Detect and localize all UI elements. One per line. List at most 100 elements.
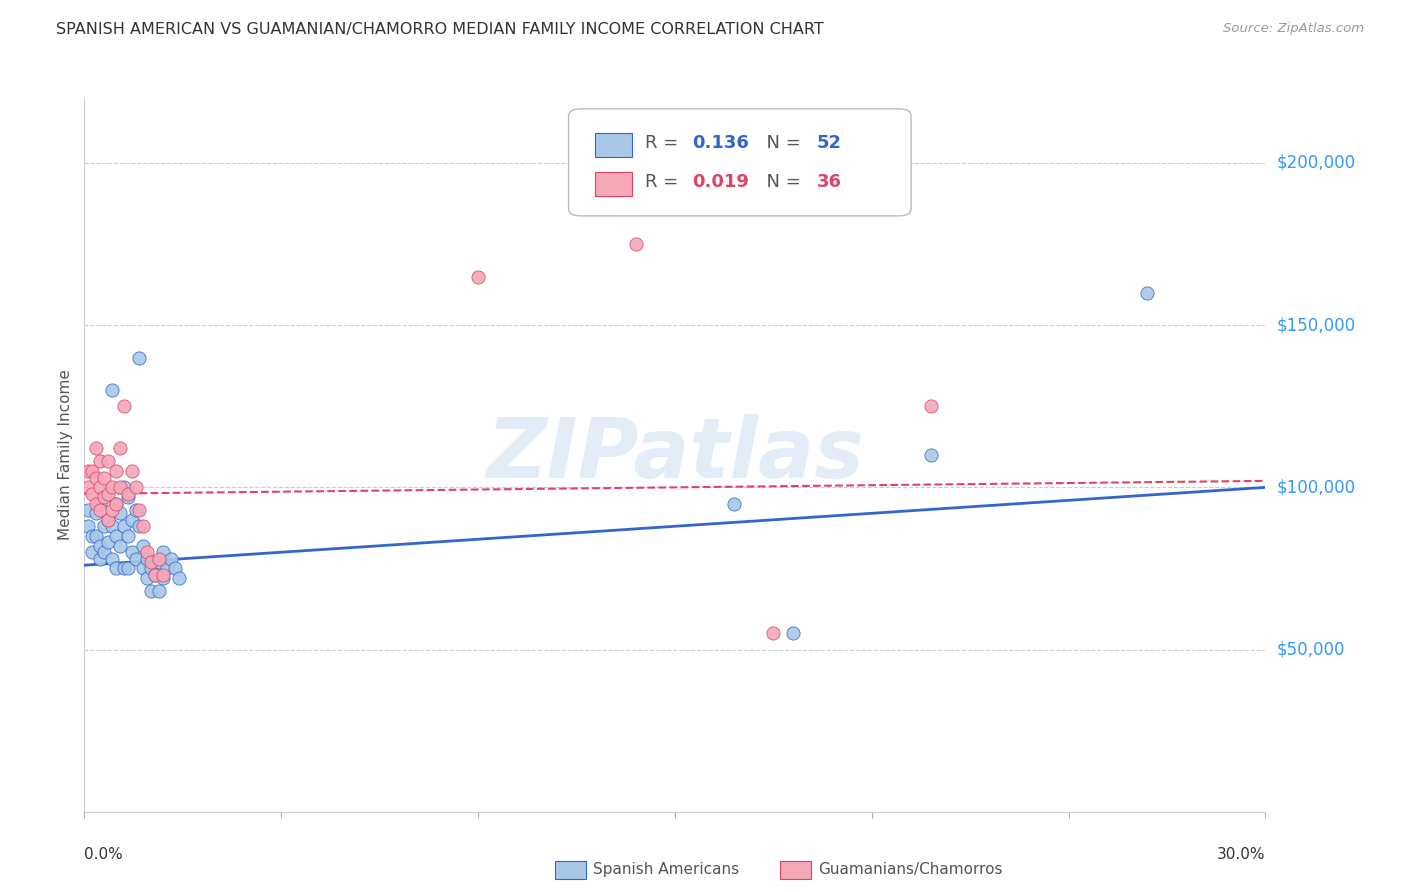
Point	[1136, 285, 1159, 300]
Point	[77, 503, 100, 517]
Point	[136, 545, 159, 559]
Point	[163, 561, 186, 575]
Text: N =: N =	[755, 173, 807, 191]
Point	[167, 571, 190, 585]
Text: 0.019: 0.019	[693, 173, 749, 191]
Point	[93, 490, 115, 504]
Text: ZIPatlas: ZIPatlas	[486, 415, 863, 495]
Text: $100,000: $100,000	[1277, 478, 1355, 496]
Text: 0.136: 0.136	[693, 134, 749, 152]
Point	[108, 442, 131, 456]
Point	[84, 442, 107, 456]
Point	[104, 497, 127, 511]
Text: N =: N =	[755, 134, 807, 152]
FancyBboxPatch shape	[595, 171, 633, 196]
Point	[108, 480, 131, 494]
Point	[77, 464, 100, 478]
Point	[97, 535, 120, 549]
Text: Guamanians/Chamorros: Guamanians/Chamorros	[818, 863, 1002, 877]
Point	[101, 503, 124, 517]
Point	[101, 480, 124, 494]
Point	[117, 529, 139, 543]
Point	[136, 551, 159, 566]
Point	[89, 497, 111, 511]
Point	[108, 539, 131, 553]
Point	[152, 545, 174, 559]
Point	[132, 561, 155, 575]
Point	[156, 561, 179, 575]
Point	[93, 545, 115, 559]
Point	[117, 490, 139, 504]
Point	[124, 503, 146, 517]
Point	[89, 454, 111, 468]
Point	[93, 470, 115, 484]
Point	[97, 454, 120, 468]
FancyBboxPatch shape	[595, 133, 633, 157]
Point	[624, 237, 647, 252]
Point	[128, 503, 150, 517]
Point	[84, 470, 107, 484]
Text: $200,000: $200,000	[1277, 154, 1355, 172]
Point	[152, 571, 174, 585]
Point	[152, 568, 174, 582]
Point	[82, 464, 104, 478]
Point	[132, 519, 155, 533]
Point	[84, 497, 107, 511]
Point	[112, 561, 135, 575]
Point	[148, 551, 170, 566]
Point	[920, 448, 942, 462]
Point	[97, 513, 120, 527]
Point	[89, 503, 111, 517]
Text: 36: 36	[817, 173, 842, 191]
Point	[920, 399, 942, 413]
Point	[723, 497, 745, 511]
Text: $50,000: $50,000	[1277, 640, 1346, 658]
Point	[148, 584, 170, 599]
Point	[160, 551, 183, 566]
Point	[89, 551, 111, 566]
Point	[104, 497, 127, 511]
Point	[128, 519, 150, 533]
FancyBboxPatch shape	[568, 109, 911, 216]
Point	[82, 545, 104, 559]
Point	[141, 561, 163, 575]
Point	[89, 480, 111, 494]
Point	[97, 487, 120, 501]
Point	[141, 555, 163, 569]
Point	[77, 480, 100, 494]
Point	[101, 551, 124, 566]
Point	[108, 506, 131, 520]
Y-axis label: Median Family Income: Median Family Income	[58, 369, 73, 541]
Point	[124, 551, 146, 566]
Point	[782, 626, 804, 640]
Point	[121, 513, 143, 527]
Text: SPANISH AMERICAN VS GUAMANIAN/CHAMORRO MEDIAN FAMILY INCOME CORRELATION CHART: SPANISH AMERICAN VS GUAMANIAN/CHAMORRO M…	[56, 22, 824, 37]
Point	[148, 555, 170, 569]
Point	[467, 269, 489, 284]
Point	[89, 539, 111, 553]
Point	[143, 568, 166, 582]
Point	[112, 519, 135, 533]
Point	[84, 506, 107, 520]
Point	[97, 513, 120, 527]
Text: R =: R =	[645, 134, 685, 152]
Point	[112, 480, 135, 494]
Point	[762, 626, 785, 640]
Point	[112, 399, 135, 413]
Point	[124, 480, 146, 494]
Point	[132, 539, 155, 553]
Text: Source: ZipAtlas.com: Source: ZipAtlas.com	[1223, 22, 1364, 36]
Point	[117, 487, 139, 501]
Point	[104, 529, 127, 543]
Point	[82, 487, 104, 501]
Text: $150,000: $150,000	[1277, 316, 1355, 334]
Text: R =: R =	[645, 173, 685, 191]
Point	[104, 464, 127, 478]
Point	[128, 351, 150, 365]
Text: 0.0%: 0.0%	[84, 847, 124, 863]
Point	[141, 584, 163, 599]
Text: 30.0%: 30.0%	[1218, 847, 1265, 863]
Point	[117, 561, 139, 575]
Point	[84, 529, 107, 543]
Point	[104, 561, 127, 575]
